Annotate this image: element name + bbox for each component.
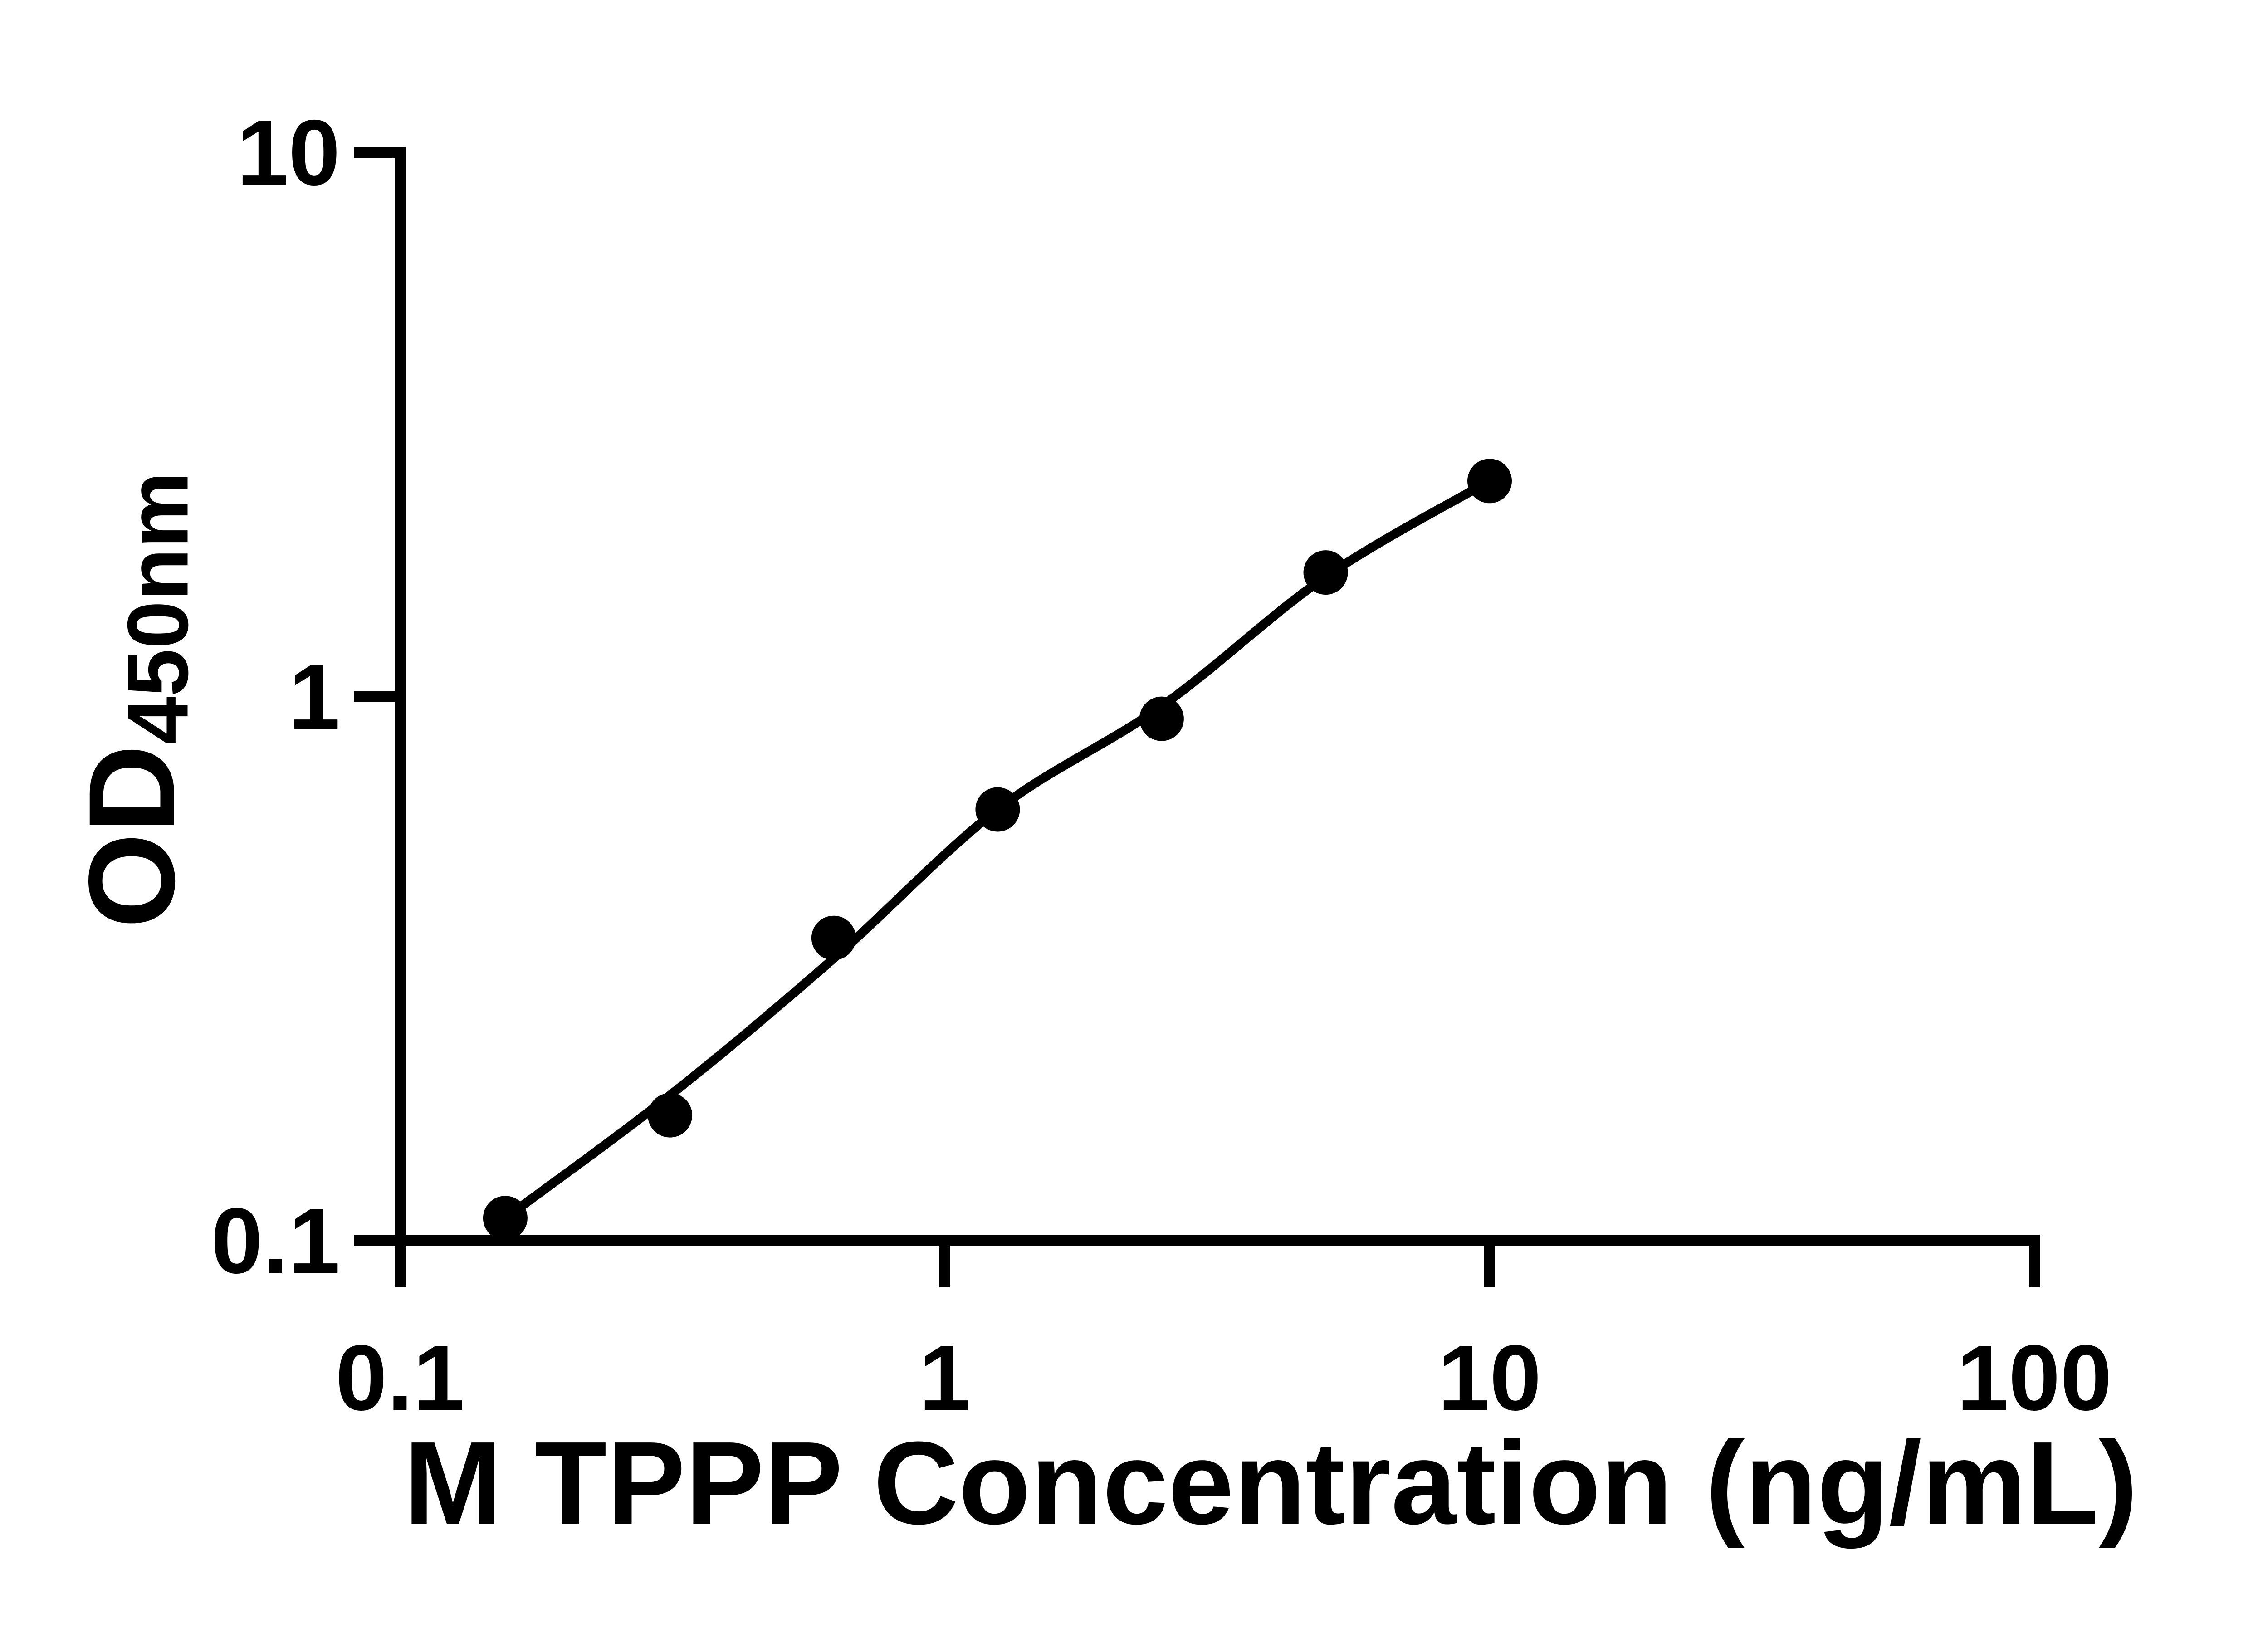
data-point-dot bbox=[1139, 696, 1184, 741]
x-tick-label: 10 bbox=[1437, 1326, 1542, 1430]
data-point-dot bbox=[975, 787, 1020, 832]
x-tick-label: 0.1 bbox=[335, 1326, 465, 1430]
data-point-dot bbox=[1303, 550, 1348, 595]
y-axis-title-main: OD bbox=[64, 744, 200, 929]
y-axis-title: OD450nm bbox=[64, 471, 206, 928]
x-axis-title: M TPPP Concentration (ng/mL) bbox=[404, 1418, 2138, 1549]
x-tick-label: 100 bbox=[1956, 1326, 2112, 1430]
data-point-dot bbox=[648, 1093, 693, 1138]
x-ticks bbox=[395, 1241, 2040, 1287]
data-point-dot bbox=[483, 1196, 528, 1241]
y-ticks bbox=[354, 147, 406, 1246]
y-tick-label: 1 bbox=[288, 645, 340, 749]
y-tick-label: 0.1 bbox=[211, 1189, 340, 1293]
y-axis-title-sub: 450nm bbox=[110, 471, 206, 745]
x-tick-label: 1 bbox=[919, 1326, 971, 1430]
y-tick-label: 10 bbox=[236, 101, 340, 205]
data-point-dot bbox=[811, 915, 856, 960]
data-points bbox=[483, 459, 1512, 1241]
data-point-dot bbox=[1467, 459, 1512, 504]
